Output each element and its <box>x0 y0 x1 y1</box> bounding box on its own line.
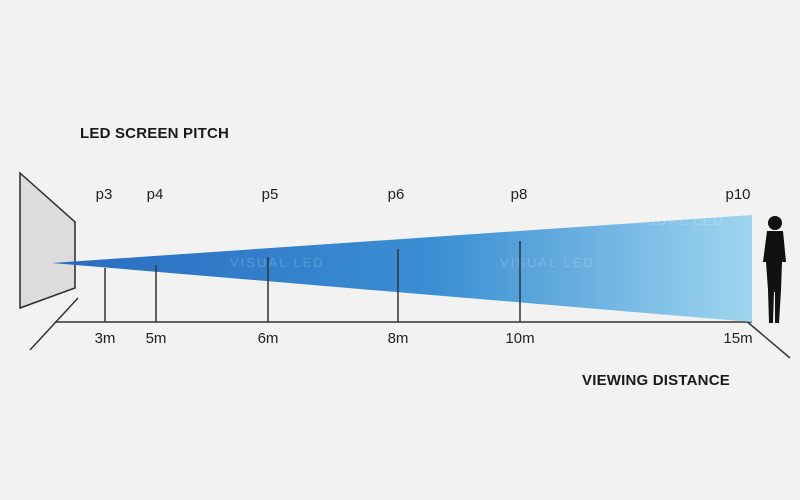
marker-group: p3 3m p4 5m p5 6m p6 8m p8 10m p10 15m <box>95 186 753 347</box>
pitch-label: p10 <box>725 186 750 203</box>
led-screen-icon <box>19 171 76 310</box>
pitch-label: p3 <box>96 186 113 203</box>
distance-label: 3m <box>95 330 116 347</box>
pitch-label: p8 <box>511 186 528 203</box>
watermark-text: VISUAL LED <box>630 213 725 228</box>
watermark: VISUAL LED VISUAL LED VISUAL LED <box>230 213 725 270</box>
watermark-text: VISUAL LED <box>500 255 595 270</box>
pitch-heading: LED SCREEN PITCH <box>80 125 230 142</box>
distance-heading: VIEWING DISTANCE <box>582 372 730 389</box>
floor-front-line <box>29 297 79 351</box>
pitch-label: p4 <box>147 186 164 203</box>
viewing-beam <box>52 215 752 322</box>
distance-label: 15m <box>723 330 752 347</box>
pitch-label: p5 <box>262 186 279 203</box>
distance-label: 6m <box>258 330 279 347</box>
pitch-label: p6 <box>388 186 405 203</box>
distance-label: 8m <box>388 330 409 347</box>
distance-label: 5m <box>146 330 167 347</box>
watermark-text: VISUAL LED <box>230 255 325 270</box>
person-silhouette-icon <box>763 216 786 323</box>
distance-label: 10m <box>505 330 534 347</box>
